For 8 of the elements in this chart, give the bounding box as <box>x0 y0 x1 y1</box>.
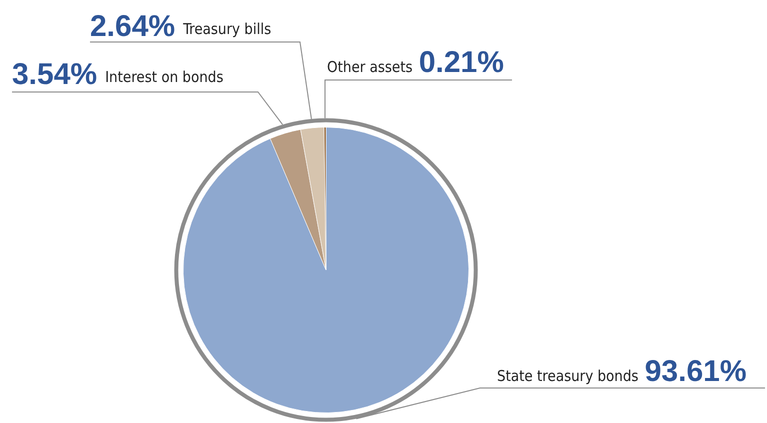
data-label: 2.64% <box>90 10 176 43</box>
slice-label: Interest on bonds <box>105 68 224 86</box>
data-label: 3.54% <box>12 58 98 91</box>
data-label: 0.21% <box>418 46 504 79</box>
slice-label: State treasury bonds <box>497 367 638 385</box>
data-label: 93.61% <box>644 355 746 388</box>
slice-label: Treasury bills <box>182 20 272 38</box>
slice-label: Other assets <box>327 58 413 76</box>
